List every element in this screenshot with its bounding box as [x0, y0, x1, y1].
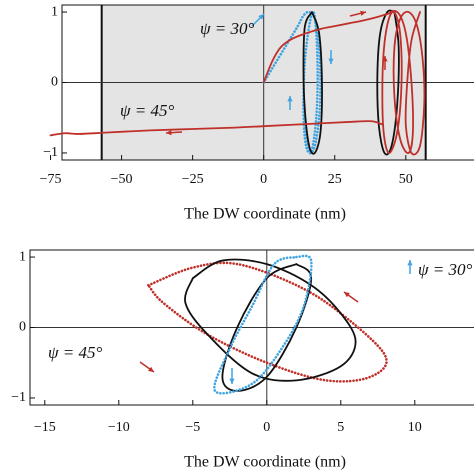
arrow-head [229, 378, 235, 384]
x-tick-label: 0 [263, 420, 270, 435]
x-tick-label: 10 [408, 420, 422, 435]
arrow-head [382, 56, 388, 62]
x-tick-label: −75 [40, 172, 62, 187]
y-tick-label: −1 [11, 390, 26, 405]
arrow-head [287, 96, 293, 102]
curve [262, 9, 426, 156]
curve [376, 9, 400, 156]
x-tick-label: −50 [111, 172, 133, 187]
arrow-head [166, 130, 172, 136]
arrow-head [360, 10, 366, 16]
x-tick-label: 25 [328, 172, 342, 187]
curve [49, 120, 384, 137]
curve [302, 11, 323, 155]
annotation: ψ = 45° [48, 343, 103, 362]
curve [147, 261, 388, 383]
curve [213, 254, 313, 395]
x-tick-label: 0 [260, 172, 267, 187]
x-tick-label: −25 [182, 172, 204, 187]
x-tick-label: −5 [185, 420, 200, 435]
x-tick-label: 5 [337, 420, 344, 435]
x-tick-label: 50 [399, 172, 413, 187]
y-tick-label: 1 [51, 4, 58, 19]
y-tick-label: 0 [19, 320, 26, 335]
y-tick-label: 0 [51, 75, 58, 90]
arrow-head [148, 366, 154, 372]
arrow-head [344, 292, 350, 298]
arrow-head [258, 14, 264, 20]
arrow-head [328, 58, 334, 64]
arrow-head [407, 260, 413, 266]
y-tick-label: −1 [43, 145, 58, 160]
annotation: ψ = 30° [418, 260, 473, 279]
arrows [139, 10, 413, 384]
y-tick-label: 1 [19, 249, 26, 264]
annotation: ψ = 30° [200, 19, 255, 38]
x-axis-label: The DW coordinate (nm) [184, 206, 346, 223]
x-tick-label: −10 [108, 420, 130, 435]
curve [184, 258, 357, 382]
x-tick-label: −15 [34, 420, 56, 435]
annotation: ψ = 45° [120, 101, 175, 120]
x-axis-label: The DW coordinate (nm) [184, 454, 346, 471]
